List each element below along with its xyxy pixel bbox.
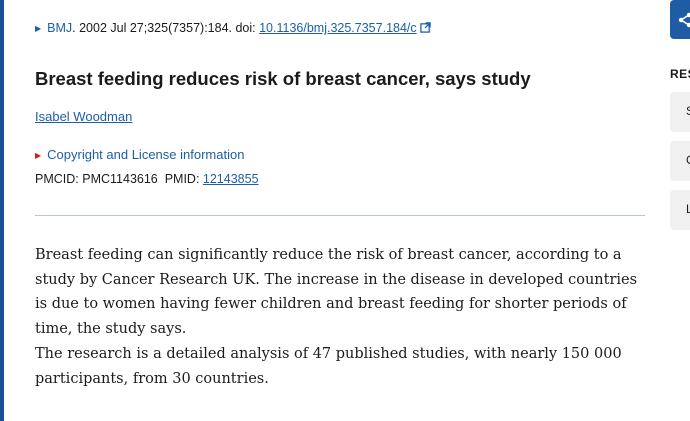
share-icon xyxy=(678,12,690,28)
sidebar-button[interactable]: C xyxy=(670,141,690,181)
sidebar-button-label: C xyxy=(686,153,690,167)
left-accent-bar xyxy=(0,0,4,421)
triangle-right-icon: ▶ xyxy=(35,151,42,160)
license-toggle[interactable]: ▶ Copyright and License information xyxy=(35,147,244,162)
triangle-right-icon[interactable]: ▶ xyxy=(35,24,42,33)
paragraph: The research is a detailed analysis of 4… xyxy=(35,346,622,387)
sidebar-button-label: S xyxy=(686,104,690,118)
pmcid-label: PMCID: xyxy=(35,172,83,186)
share-button[interactable] xyxy=(670,0,690,39)
journal-link[interactable]: BMJ xyxy=(47,21,73,35)
pmcid-value: PMC1143616 xyxy=(82,172,158,186)
sidebar-button[interactable]: S xyxy=(670,92,690,132)
sidebar-button-label: L xyxy=(686,202,690,216)
sidebar-heading: RES xyxy=(670,67,690,81)
author-link[interactable]: Isabel Woodman xyxy=(35,109,133,124)
article-title: Breast feeding reduces risk of breast ca… xyxy=(35,68,531,89)
paragraph: Breast feeding can significantly reduce … xyxy=(35,247,638,337)
license-toggle-label: Copyright and License information xyxy=(47,147,245,162)
pmid-label: PMID: xyxy=(164,172,203,186)
pmid-link[interactable]: 12143855 xyxy=(202,172,259,186)
article-identifiers: PMCID: PMC1143616 PMID: 12143855 xyxy=(35,172,259,186)
external-link-icon[interactable] xyxy=(419,22,431,36)
citation-line: ▶ BMJ. 2002 Jul 27;325(7357):184. doi: 10… xyxy=(35,21,431,36)
sidebar-button[interactable]: L xyxy=(670,190,690,230)
divider xyxy=(35,215,645,216)
citation-details: . 2002 Jul 27;325(7357):184. doi: xyxy=(72,21,260,35)
doi-link[interactable]: 10.1136/bmj.325.7357.184/c xyxy=(259,21,417,35)
